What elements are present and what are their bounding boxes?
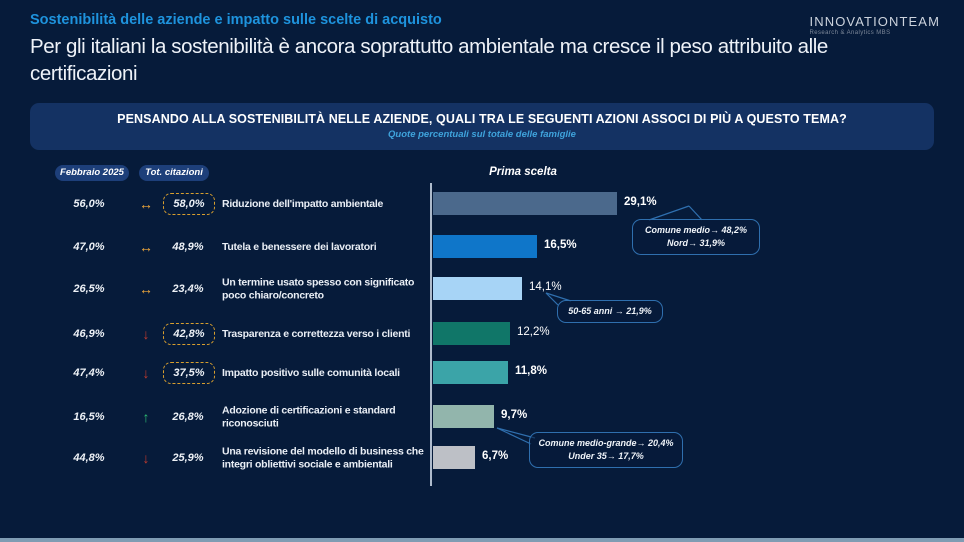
feb-value: 44,8% xyxy=(73,452,105,464)
tot-value: 37,5% xyxy=(163,362,215,384)
callout-50-65-anni: 50-65 anni → 21,9% xyxy=(557,300,663,323)
tot-value: 48,9% xyxy=(172,241,204,253)
trend-down-icon: ↓ xyxy=(142,326,150,342)
row-label: Tutela e benessere dei lavoratori xyxy=(222,240,377,253)
logo-wordmark: INNOVATIONTEAM xyxy=(809,14,940,29)
callout-line: Nord→ 31,9% xyxy=(666,238,726,248)
bar-trasparenza-clienti xyxy=(433,322,510,345)
row-label: Trasparenza e correttezza verso i client… xyxy=(222,327,411,340)
bar-impatto-comunita-locali xyxy=(433,361,508,384)
callout-comune-medio-grande-under35: Comune medio-grande→ 20,4% Under 35→ 17,… xyxy=(529,432,683,468)
trend-down-icon: ↓ xyxy=(142,450,150,466)
bar-tutela-lavoratori xyxy=(433,235,537,258)
feb-value: 56,0% xyxy=(73,198,105,210)
tot-value: 26,8% xyxy=(172,411,204,423)
callout-line: 50-65 anni → 21,9% xyxy=(568,306,652,316)
feb-value: 46,9% xyxy=(73,328,105,340)
question-subnote: Quote percentuali sul totale delle famig… xyxy=(388,129,576,140)
trend-stable-icon: ↔ xyxy=(139,196,153,212)
feb-value: 47,4% xyxy=(73,367,105,379)
page-title-line-2: certificazioni xyxy=(30,62,138,85)
page-title-line-1: Per gli italiani la sostenibilità è anco… xyxy=(30,35,828,58)
feb-value: 16,5% xyxy=(73,411,105,423)
table-row: 46,9% ↓ 42,8% Trasparenza e correttezza … xyxy=(0,312,432,356)
row-label: Impatto positivo sulle comunità locali xyxy=(222,366,400,379)
column-header-febbraio-2025: Febbraio 2025 xyxy=(55,165,129,181)
slide-eyebrow: Sostenibilità delle aziende e impatto su… xyxy=(30,12,442,28)
column-header-tot-citazioni: Tot. citazioni xyxy=(139,165,209,181)
callout-comune-medio-nord: Comune medio→ 48,2% Nord→ 31,9% xyxy=(632,219,760,255)
table-row: 16,5% ↑ 26,8% Adozione di certificazioni… xyxy=(0,395,432,439)
chart-title: Prima scelta xyxy=(489,166,557,178)
footer-accent-strip xyxy=(0,538,964,542)
innovationteam-logo: INNOVATIONTEAM Research & Analytics MBS xyxy=(810,14,940,36)
trend-down-icon: ↓ xyxy=(142,365,150,381)
bar-value-label: 16,5% xyxy=(544,239,577,251)
bar-value-label: 12,2% xyxy=(517,326,550,338)
callout-line: Comune medio→ 48,2% xyxy=(644,225,748,235)
bar-value-label: 29,1% xyxy=(624,196,657,208)
table-row: 56,0% ↔ 58,0% Riduzione dell'impatto amb… xyxy=(0,182,432,226)
feb-value: 26,5% xyxy=(73,283,105,295)
bar-value-label: 6,7% xyxy=(482,450,509,462)
tot-value: 58,0% xyxy=(163,193,215,215)
bar-value-label: 9,7% xyxy=(501,409,528,421)
callout-line: Under 35→ 17,7% xyxy=(568,451,644,461)
tot-value: 23,4% xyxy=(172,283,204,295)
logo-tagline: Research & Analytics MBS xyxy=(809,30,891,36)
callout-line: Comune medio-grande→ 20,4% xyxy=(538,438,674,448)
page-title: Per gli italiani la sostenibilità è anco… xyxy=(30,33,946,87)
table-row: 44,8% ↓ 25,9% Una revisione del modello … xyxy=(0,436,432,480)
bar-adozione-certificazioni xyxy=(433,405,494,428)
trend-stable-icon: ↔ xyxy=(139,281,153,297)
table-row: 47,0% ↔ 48,9% Tutela e benessere dei lav… xyxy=(0,225,432,269)
row-label: Un termine usato spesso con significato … xyxy=(222,276,415,302)
row-label: Una revisione del modello di business ch… xyxy=(222,445,424,471)
row-label: Riduzione dell'impatto ambientale xyxy=(222,197,384,210)
bar-termine-poco-chiaro xyxy=(433,277,522,300)
question-banner: PENSANDO ALLA SOSTENIBILITÀ NELLE AZIEND… xyxy=(30,103,934,150)
bar-value-label: 14,1% xyxy=(529,281,562,293)
bar-value-label: 11,8% xyxy=(515,365,547,377)
trend-stable-icon: ↔ xyxy=(139,239,153,255)
table-row: 26,5% ↔ 23,4% Un termine usato spesso co… xyxy=(0,267,432,311)
row-label: Adozione di certificazioni e standard ri… xyxy=(222,404,396,430)
feb-value: 47,0% xyxy=(73,241,105,253)
table-row: 47,4% ↓ 37,5% Impatto positivo sulle com… xyxy=(0,351,432,395)
question-text: PENSANDO ALLA SOSTENIBILITÀ NELLE AZIEND… xyxy=(117,112,847,126)
chart-axis-line xyxy=(430,183,432,486)
bar-riduzione-impatto-ambientale xyxy=(433,192,617,215)
tot-value: 42,8% xyxy=(163,323,215,345)
bar-revisione-modello-business xyxy=(433,446,475,469)
trend-up-icon: ↑ xyxy=(142,409,150,425)
tot-value: 25,9% xyxy=(172,452,204,464)
